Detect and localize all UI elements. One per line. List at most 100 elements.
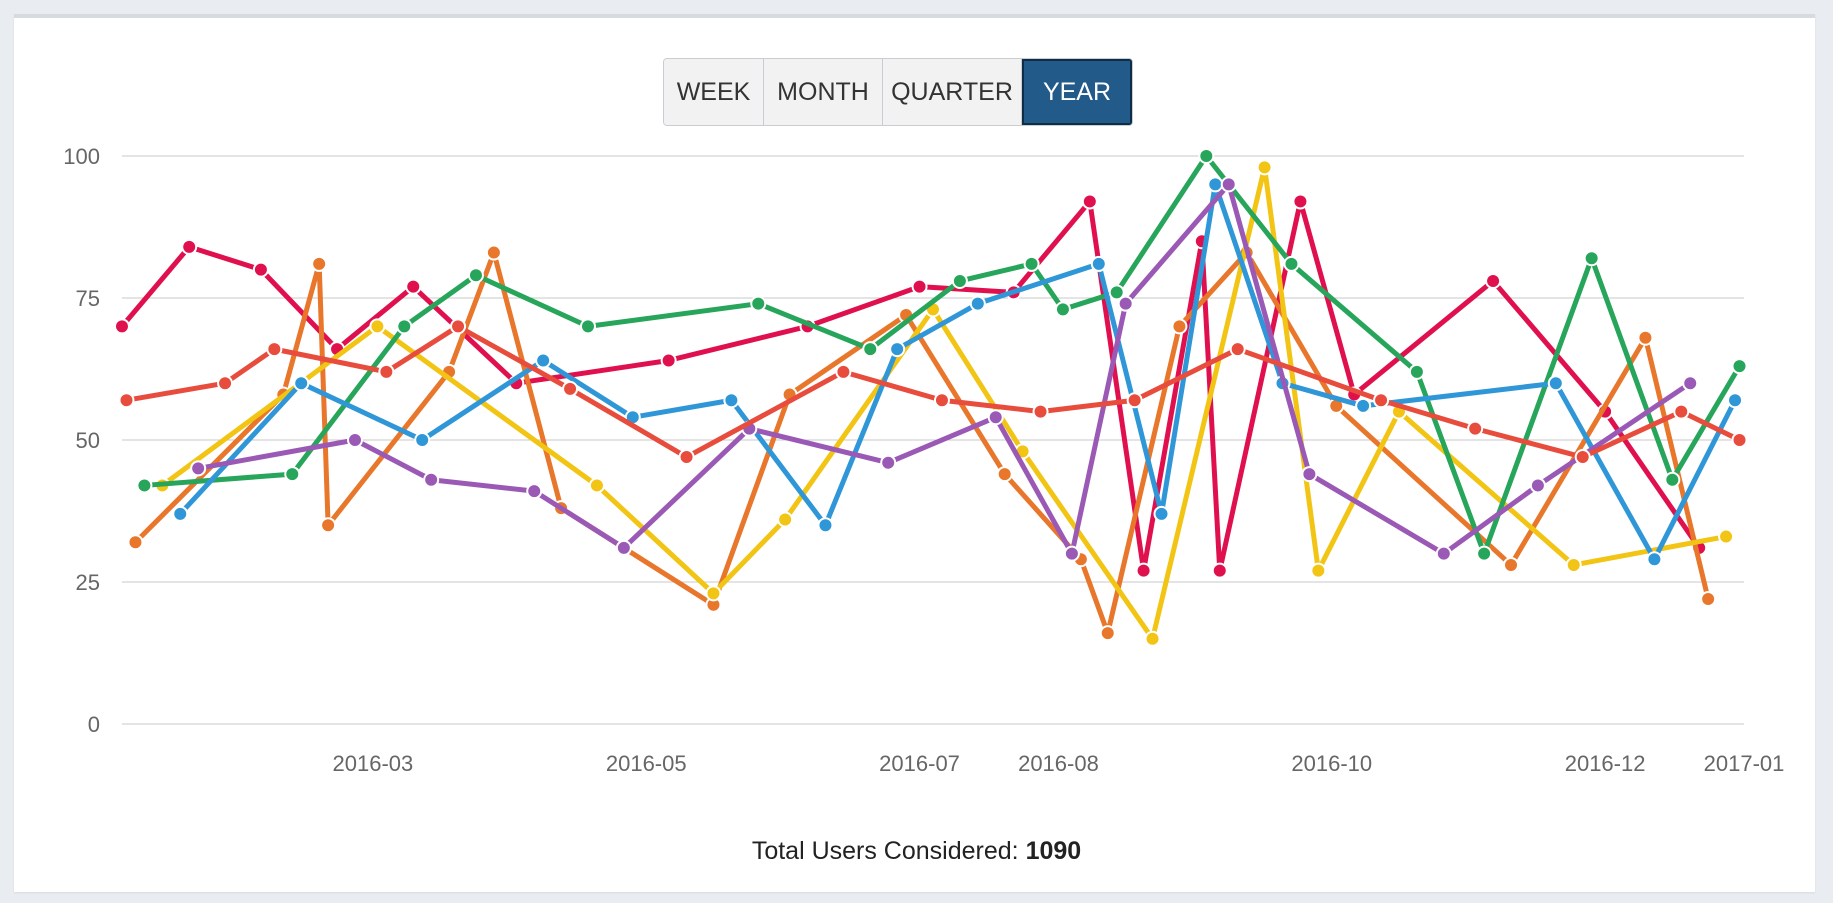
x-tick-label: 2016-08 (1018, 751, 1099, 776)
data-point (284, 466, 301, 483)
gridlines (122, 155, 1744, 725)
data-point (1144, 630, 1161, 647)
data-point (378, 363, 395, 380)
data-point (1637, 329, 1654, 346)
total-users-caption: Total Users Considered: 1090 (0, 837, 1833, 866)
data-point (1727, 392, 1744, 409)
y-tick-label: 75 (76, 286, 100, 311)
data-point (1301, 466, 1318, 483)
x-tick-label: 2017-01 (1704, 751, 1785, 776)
data-point (1207, 176, 1224, 193)
data-point (1503, 556, 1520, 573)
data-point (346, 432, 363, 448)
data-point (1355, 397, 1372, 414)
data-point (1583, 250, 1600, 267)
data-point (1700, 591, 1717, 608)
data-point (889, 341, 906, 358)
data-point (181, 238, 198, 255)
y-axis-ticks: 0 25 50 75 100 (63, 144, 100, 737)
data-point (423, 471, 440, 488)
series-3 (136, 148, 1748, 562)
data-point (987, 409, 1004, 426)
x-tick-label: 2016-12 (1565, 751, 1646, 776)
data-point (1220, 176, 1237, 193)
data-point (777, 511, 794, 528)
data-point (750, 295, 767, 312)
time-range-toggle: WEEK MONTH QUARTER YEAR (663, 58, 1133, 126)
data-point (414, 432, 431, 448)
data-point (535, 352, 552, 369)
data-point (1547, 375, 1564, 392)
data-point (1646, 551, 1663, 568)
series-line (197, 181, 1692, 557)
data-point (588, 477, 605, 494)
series-0 (114, 193, 1708, 579)
data-point (311, 255, 328, 272)
data-point (1063, 545, 1080, 562)
data-point (1135, 562, 1152, 579)
data-point (1673, 403, 1690, 420)
y-tick-label: 50 (76, 428, 100, 453)
chart-card: WEEK MONTH QUARTER YEAR (14, 14, 1815, 892)
series-1 (127, 244, 1717, 642)
x-axis-ticks: 2016-03 2016-05 2016-07 2016-08 2016-10 2016-… (333, 751, 1785, 776)
data-point (1292, 193, 1309, 210)
data-point (118, 392, 135, 409)
data-point (1485, 272, 1502, 289)
quarter-button[interactable]: QUARTER (883, 59, 1022, 125)
data-point (1731, 358, 1748, 375)
data-point (1476, 545, 1493, 562)
data-point (1373, 392, 1390, 409)
total-users-label: Total Users Considered: (751, 837, 1019, 865)
data-point (1283, 255, 1300, 272)
data-point (293, 375, 310, 392)
data-point (405, 278, 422, 295)
data-point (835, 363, 852, 380)
x-tick-label: 2016-07 (879, 751, 960, 776)
total-users-value: 1090 (1025, 837, 1082, 865)
data-point (114, 318, 130, 335)
data-point (526, 483, 543, 500)
y-tick-label: 100 (63, 144, 100, 169)
series-2 (154, 159, 1735, 647)
data-point (951, 272, 968, 289)
data-point (1211, 562, 1228, 579)
data-point (1310, 562, 1327, 579)
data-point (911, 278, 928, 295)
data-point (1090, 255, 1107, 272)
x-tick-label: 2016-05 (606, 751, 687, 776)
series-line (144, 153, 1742, 557)
data-point (1117, 295, 1134, 312)
data-point (969, 295, 986, 312)
data-point (1682, 375, 1699, 392)
data-point (1099, 625, 1116, 642)
data-point (1467, 420, 1484, 437)
data-point (678, 449, 695, 466)
data-point (933, 392, 950, 409)
data-point (266, 341, 283, 358)
data-point (1529, 477, 1546, 494)
week-button[interactable]: WEEK (664, 59, 764, 125)
data-point (450, 318, 467, 335)
data-point (1408, 363, 1425, 380)
data-point (252, 261, 269, 278)
data-point (996, 466, 1013, 483)
data-point (1731, 432, 1748, 448)
data-point (660, 352, 677, 369)
data-point (396, 318, 413, 335)
data-point (1171, 318, 1188, 335)
y-tick-label: 25 (76, 570, 100, 595)
data-point (1126, 392, 1143, 409)
data-point (1256, 159, 1273, 176)
data-point (562, 380, 579, 397)
series-6 (118, 318, 1748, 466)
data-point (880, 454, 897, 471)
data-point (1198, 148, 1215, 164)
data-point (579, 318, 596, 335)
year-button[interactable]: YEAR (1022, 59, 1132, 125)
month-button[interactable]: MONTH (764, 59, 883, 125)
data-point (190, 460, 207, 477)
x-tick-label: 2016-10 (1291, 751, 1372, 776)
data-point (1081, 193, 1098, 210)
